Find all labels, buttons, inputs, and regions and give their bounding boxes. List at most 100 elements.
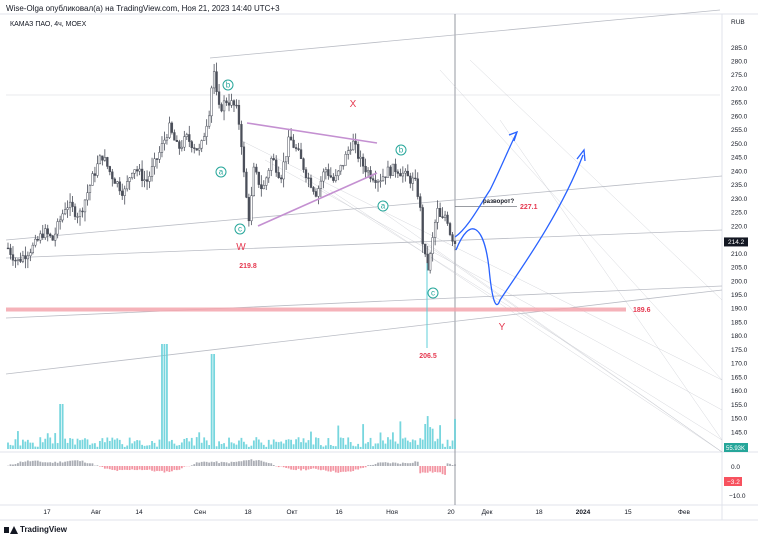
candle-body <box>267 170 270 179</box>
volume-bar <box>230 442 233 449</box>
price-tick: 245.0 <box>731 155 748 162</box>
forecast-wxy-path <box>455 154 584 306</box>
oscillator-bar <box>148 466 151 470</box>
candle-body <box>106 157 109 167</box>
candle-body <box>49 233 52 237</box>
candle-body <box>275 159 278 173</box>
oscillator-bar <box>208 462 211 466</box>
price-tick: 265.0 <box>731 100 748 107</box>
candle-body <box>143 179 146 181</box>
oscillator-bar <box>24 461 27 466</box>
candle-body <box>280 177 283 180</box>
oscillator-bar <box>173 466 176 470</box>
price-tick: 255.0 <box>731 127 748 134</box>
oscillator-bar <box>354 466 357 470</box>
volume-bar <box>255 437 258 449</box>
volume-bar <box>344 444 347 449</box>
volume-bar <box>446 439 449 449</box>
volume-bar <box>113 439 116 449</box>
oscillator-bar <box>12 464 14 466</box>
volume-bar <box>200 442 203 449</box>
price-tick: 285.0 <box>731 45 748 52</box>
volume-bar <box>252 440 255 449</box>
candle-body <box>252 166 255 197</box>
oscillator-bar <box>86 463 89 466</box>
price-tick: 270.0 <box>731 86 748 93</box>
channel-lines <box>5 9 723 453</box>
oscillator-bar <box>392 462 394 466</box>
oscillator-bar <box>210 461 213 466</box>
oscillator-bar <box>39 461 42 466</box>
oscillator-bar <box>61 462 64 466</box>
price-tick: 190.0 <box>731 306 748 313</box>
candle-body <box>91 173 94 186</box>
volume-bar <box>235 444 238 449</box>
candle-body <box>220 104 223 112</box>
oscillator-bar <box>357 466 360 470</box>
candle-body <box>73 206 77 217</box>
oscillator-bar <box>168 466 171 472</box>
currency-label: RUB <box>731 19 745 26</box>
oscillator-bar <box>240 461 243 466</box>
candle-body <box>443 214 447 218</box>
candle-body <box>222 100 226 112</box>
candle-body <box>225 100 228 103</box>
oscillator-bar <box>334 466 337 473</box>
support-zone <box>6 307 626 312</box>
oscillator-bar <box>233 461 235 466</box>
volume-bar <box>384 443 387 449</box>
candle-body <box>421 207 424 245</box>
volume-bar <box>436 438 439 449</box>
oscillator-bar <box>183 466 186 467</box>
oscillator-bar <box>277 466 280 468</box>
candle-body <box>88 185 92 193</box>
oscillator-bar <box>245 460 248 466</box>
candle-body <box>245 171 248 198</box>
candle-body <box>163 139 166 144</box>
wave-label-circle <box>234 223 246 235</box>
candle-body <box>409 175 412 184</box>
volume-bar <box>183 438 186 449</box>
candle-body <box>208 115 211 127</box>
oscillator-bar <box>64 461 67 466</box>
volume-bar <box>76 438 79 449</box>
candle-body <box>429 253 432 271</box>
candle-body <box>173 132 176 141</box>
volume-bar <box>367 442 369 449</box>
time-tick: 16 <box>335 509 343 516</box>
footer-brand-label: TradingView <box>20 525 67 534</box>
candle-body <box>212 71 216 89</box>
candle-body <box>399 173 402 177</box>
price-candles <box>6 62 457 274</box>
channel-line <box>299 174 723 441</box>
price-tick: 200.0 <box>731 278 748 285</box>
volume-bar <box>302 438 305 449</box>
time-tick: 2024 <box>576 509 591 516</box>
candle-body <box>118 181 121 192</box>
volume-bar <box>66 442 69 449</box>
volume-bar <box>74 444 76 449</box>
candle-body <box>165 137 169 141</box>
forecast-up-arrow-icon <box>508 130 519 142</box>
candle-body <box>113 178 116 184</box>
oscillator-bar <box>324 466 327 471</box>
oscillator-bar <box>215 461 218 466</box>
oscillator-bar <box>272 465 275 466</box>
oscillator-bar <box>302 466 305 470</box>
oscillator-bar <box>389 463 392 466</box>
volume-bar <box>151 441 153 449</box>
oscillator-bar <box>267 462 270 466</box>
osc-tick: 0.0 <box>731 464 740 471</box>
candle-body <box>255 166 258 173</box>
oscillator-bar <box>287 466 290 469</box>
candle-body <box>170 122 174 133</box>
volume-bar <box>17 431 19 449</box>
oscillator-bar <box>374 463 377 466</box>
candle-body <box>299 149 303 159</box>
candle-body <box>237 105 241 125</box>
oscillator-bar <box>195 462 198 466</box>
volume-bar <box>347 437 350 449</box>
volume-bar <box>337 425 340 449</box>
candle-body <box>76 216 79 218</box>
